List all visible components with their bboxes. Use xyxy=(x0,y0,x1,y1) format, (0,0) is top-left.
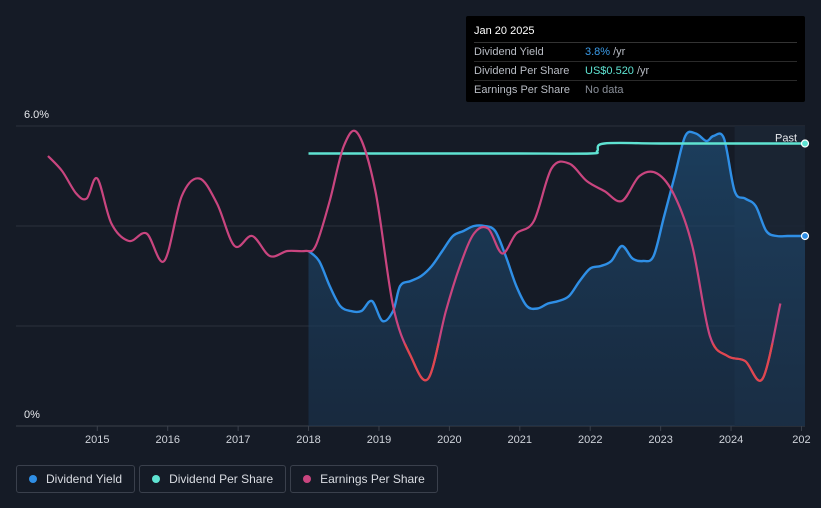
y-tick-label: 0% xyxy=(24,409,40,421)
tooltip-value: 3.8% xyxy=(585,46,611,58)
legend-dot-icon xyxy=(29,475,37,483)
x-tick-label: 2019 xyxy=(367,434,391,446)
x-tick-label: 2017 xyxy=(226,434,250,446)
x-tick-label: 2016 xyxy=(155,434,179,446)
tooltip-label: Dividend Yield xyxy=(474,46,544,58)
x-tick-label: 2024 xyxy=(719,434,743,446)
legend-item-dividend-per-share[interactable]: Dividend Per Share xyxy=(139,465,287,493)
tooltip-value: No data xyxy=(585,84,624,96)
tooltip-unit: /yr xyxy=(613,46,626,58)
legend: Dividend Yield Dividend Per Share Earnin… xyxy=(16,465,438,493)
dividend-yield-area xyxy=(308,131,805,426)
x-tick-label: 2021 xyxy=(508,434,532,446)
legend-label: Earnings Per Share xyxy=(320,472,425,486)
chart: 6.0% 0% 2015 2016 2017 2018 2019 2020 2021 2022 20… xyxy=(16,109,811,446)
x-tick-label: 2020 xyxy=(437,434,461,446)
tooltip-date: Jan 20 2025 xyxy=(474,16,797,43)
tooltip-row-earnings-per-share: Earnings Per Share No data xyxy=(474,81,797,99)
past-label: Past xyxy=(775,133,797,145)
legend-item-earnings-per-share[interactable]: Earnings Per Share xyxy=(290,465,438,493)
legend-dot-icon xyxy=(152,475,161,483)
tooltip-label: Dividend Per Share xyxy=(474,65,570,77)
earnings-per-share-line xyxy=(47,129,782,382)
tooltip-unit: /yr xyxy=(636,65,650,77)
legend-item-dividend-yield[interactable]: Dividend Yield xyxy=(16,465,136,493)
tooltip-label: Earnings Per Share xyxy=(474,84,570,96)
legend-label: Dividend Yield xyxy=(46,472,123,486)
legend-dot-icon xyxy=(303,475,312,483)
tooltip: Jan 20 2025 Dividend Yield 3.8% /yr Divi… xyxy=(466,16,805,102)
x-tick-label: 2015 xyxy=(85,434,109,446)
tooltip-value: US$0.520 xyxy=(585,65,634,77)
legend-label: Dividend Per Share xyxy=(169,472,274,486)
dividend-per-share-line xyxy=(308,141,805,155)
x-tick-label: 2023 xyxy=(648,434,672,446)
dividend-per-share-end-marker xyxy=(800,139,810,148)
x-tick-label: 202 xyxy=(792,434,810,446)
y-tick-label: 6.0% xyxy=(24,109,49,121)
tooltip-row-dividend-per-share: Dividend Per Share US$0.520 /yr xyxy=(474,62,797,81)
x-tick-label: 2022 xyxy=(578,434,602,446)
x-tick-label: 2018 xyxy=(296,434,320,446)
dividend-yield-end-marker xyxy=(800,231,810,241)
tooltip-row-dividend-yield: Dividend Yield 3.8% /yr xyxy=(474,43,797,62)
